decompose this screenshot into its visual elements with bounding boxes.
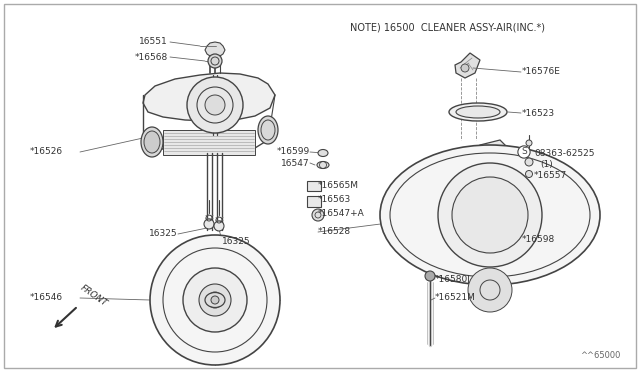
Ellipse shape (144, 131, 160, 153)
Text: *16547+A: *16547+A (318, 209, 365, 218)
Polygon shape (143, 73, 275, 121)
Circle shape (205, 95, 225, 115)
Polygon shape (533, 230, 558, 254)
Text: NOTE) 16500  CLEANER ASSY-AIR(INC.*): NOTE) 16500 CLEANER ASSY-AIR(INC.*) (350, 22, 545, 32)
Ellipse shape (318, 150, 328, 157)
Circle shape (208, 54, 222, 68)
Circle shape (199, 284, 231, 316)
Text: FRONT: FRONT (79, 283, 109, 308)
Polygon shape (460, 140, 520, 185)
Circle shape (187, 77, 243, 133)
Text: *16599: *16599 (276, 148, 310, 157)
Polygon shape (205, 42, 225, 57)
Ellipse shape (449, 103, 507, 121)
Circle shape (207, 292, 223, 308)
Circle shape (150, 235, 280, 365)
Text: *16580J: *16580J (435, 275, 471, 283)
Text: *16521M: *16521M (435, 294, 476, 302)
Circle shape (204, 219, 214, 229)
Text: *16523: *16523 (522, 109, 555, 118)
Text: S: S (521, 148, 527, 157)
FancyBboxPatch shape (307, 196, 321, 207)
Circle shape (438, 163, 542, 267)
Text: *16598: *16598 (522, 235, 556, 244)
Text: 16325: 16325 (149, 230, 178, 238)
Ellipse shape (317, 161, 329, 169)
Polygon shape (163, 130, 255, 155)
Text: *16546: *16546 (30, 294, 63, 302)
Circle shape (183, 268, 247, 332)
Text: (1): (1) (540, 160, 553, 170)
Text: *16563: *16563 (318, 196, 351, 205)
Text: *16528: *16528 (318, 228, 351, 237)
Circle shape (312, 209, 324, 221)
Ellipse shape (141, 127, 163, 157)
Text: *16576E: *16576E (522, 67, 561, 77)
Circle shape (525, 170, 532, 177)
Circle shape (461, 64, 469, 72)
Circle shape (425, 271, 435, 281)
Ellipse shape (456, 106, 500, 118)
Text: *16557: *16557 (534, 171, 567, 180)
Polygon shape (455, 53, 480, 78)
FancyBboxPatch shape (307, 181, 321, 191)
Ellipse shape (380, 145, 600, 285)
Text: ^^65000: ^^65000 (580, 351, 620, 360)
Circle shape (468, 268, 512, 312)
Circle shape (211, 296, 219, 304)
Text: 08363-62525: 08363-62525 (534, 148, 595, 157)
Circle shape (526, 140, 532, 146)
Ellipse shape (205, 292, 225, 308)
Text: 16551: 16551 (140, 38, 168, 46)
Text: *16565M: *16565M (318, 182, 359, 190)
Circle shape (525, 158, 533, 166)
Text: *16526: *16526 (30, 148, 63, 157)
Text: *16568: *16568 (135, 52, 168, 61)
Text: 16547: 16547 (282, 158, 310, 167)
Text: 16325: 16325 (222, 237, 251, 246)
Circle shape (214, 221, 224, 231)
Ellipse shape (258, 116, 278, 144)
Circle shape (452, 177, 528, 253)
